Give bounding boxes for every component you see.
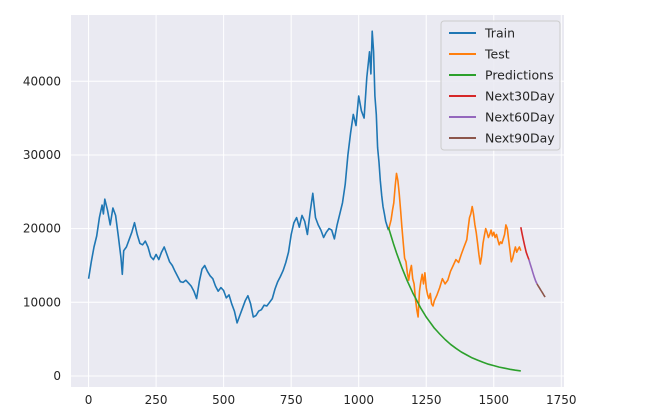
series-group <box>87 30 546 372</box>
legend-label-next60day: Next60Day <box>485 110 555 125</box>
series-line-predictions <box>387 226 521 372</box>
legend-label-train: Train <box>484 26 515 41</box>
legend: Train Test Predictions Next30Day Next60Day Ne… <box>440 20 561 151</box>
y-tick-label: 30000 <box>23 148 61 162</box>
x-tick-label: 1250 <box>411 393 442 407</box>
x-tick-label: 0 <box>85 393 93 407</box>
legend-label-next90day: Next90Day <box>485 131 555 146</box>
x-tick-label: 500 <box>212 393 235 407</box>
series-line-next60day <box>528 259 538 285</box>
series-line-next90day <box>536 283 546 298</box>
legend-label-test: Test <box>484 47 510 62</box>
series-line-test <box>387 172 522 318</box>
legend-label-next30day: Next30Day <box>485 89 555 104</box>
x-tick-label: 750 <box>280 393 303 407</box>
legend-label-predictions: Predictions <box>485 68 554 83</box>
y-tick-label: 0 <box>53 369 61 383</box>
tick-labels: 0 250 500 750 1000 1250 1500 1750 0 10000 20000 300… <box>23 74 577 407</box>
x-tick-label: 250 <box>145 393 168 407</box>
x-tick-label: 1000 <box>343 393 374 407</box>
x-tick-label: 1750 <box>546 393 577 407</box>
y-tick-label: 20000 <box>23 222 61 236</box>
grid-lines <box>71 15 564 387</box>
x-tick-label: 1500 <box>478 393 509 407</box>
series-line-train <box>87 30 390 324</box>
series-line-next30day <box>520 227 530 260</box>
y-tick-label: 10000 <box>23 295 61 309</box>
y-tick-label: 40000 <box>23 74 61 88</box>
